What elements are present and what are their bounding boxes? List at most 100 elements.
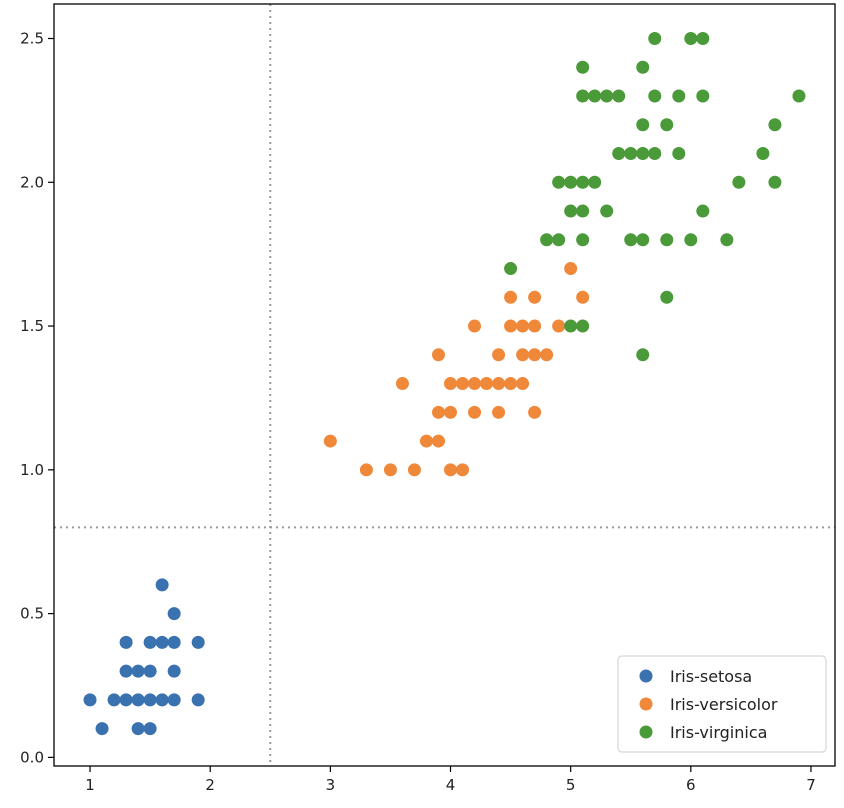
data-point <box>131 664 145 678</box>
data-point <box>492 348 506 362</box>
x-tick-label: 1 <box>85 776 95 794</box>
data-point <box>504 262 518 276</box>
legend-label: Iris-virginica <box>670 723 767 742</box>
plot-frame <box>53 3 836 767</box>
data-point <box>444 463 458 477</box>
legend-item-iris-versicolor[interactable]: Iris-versicolor <box>639 695 778 714</box>
x-tick-label: 6 <box>686 776 696 794</box>
legend[interactable]: Iris-setosa Iris-versicolor Iris-virginica <box>617 655 827 753</box>
data-point <box>648 89 662 103</box>
x-tick-label: 7 <box>806 776 816 794</box>
data-point <box>167 607 181 621</box>
legend-item-iris-virginica[interactable]: Iris-virginica <box>639 723 768 742</box>
data-point <box>468 377 482 391</box>
data-point <box>660 290 674 304</box>
data-point <box>431 434 445 448</box>
data-point <box>191 693 205 707</box>
legend-box <box>617 655 827 753</box>
data-point <box>612 147 626 161</box>
data-point <box>504 290 518 304</box>
data-point <box>612 89 626 103</box>
data-point <box>444 405 458 419</box>
data-point <box>756 147 770 161</box>
x-tick-label: 3 <box>326 776 336 794</box>
data-point <box>696 89 710 103</box>
data-point <box>83 693 97 707</box>
data-point <box>119 664 133 678</box>
data-point <box>576 319 590 333</box>
data-point <box>119 693 133 707</box>
data-point <box>672 147 686 161</box>
data-point <box>431 348 445 362</box>
data-point <box>143 722 157 736</box>
data-point <box>600 204 614 218</box>
data-point <box>648 147 662 161</box>
data-point <box>191 635 205 649</box>
data-point <box>107 693 121 707</box>
data-point <box>636 348 650 362</box>
data-point <box>576 290 590 304</box>
data-point <box>516 348 530 362</box>
legend-marker <box>639 725 653 739</box>
data-point <box>660 233 674 247</box>
data-point <box>516 319 530 333</box>
data-point <box>660 118 674 132</box>
legend-marker <box>639 697 653 711</box>
data-point <box>684 32 698 46</box>
data-point <box>155 693 169 707</box>
data-point <box>167 664 181 678</box>
data-point <box>564 204 578 218</box>
data-point <box>131 693 145 707</box>
data-point <box>143 635 157 649</box>
series-iris-versicolor <box>323 262 590 477</box>
data-point <box>624 233 638 247</box>
data-point <box>768 118 782 132</box>
data-point <box>636 118 650 132</box>
x-tick-label: 4 <box>446 776 456 794</box>
data-point <box>600 89 614 103</box>
data-point <box>323 434 337 448</box>
x-tick-label: 5 <box>566 776 576 794</box>
data-point <box>540 348 554 362</box>
data-point <box>564 262 578 276</box>
y-tick-label: 1.5 <box>20 317 44 335</box>
data-point <box>492 377 506 391</box>
legend-item-iris-setosa[interactable]: Iris-setosa <box>639 667 753 686</box>
y-tick-label: 1.0 <box>20 461 44 479</box>
data-point <box>636 60 650 74</box>
data-point <box>684 233 698 247</box>
data-point <box>383 463 397 477</box>
data-point <box>131 722 145 736</box>
data-point <box>456 377 470 391</box>
data-point <box>480 377 494 391</box>
data-point <box>516 377 530 391</box>
data-point <box>143 693 157 707</box>
y-tick-label: 2.5 <box>20 30 44 48</box>
reference-lines <box>54 4 835 766</box>
data-point <box>167 635 181 649</box>
data-point <box>576 204 590 218</box>
y-axis: 0.0 0.5 1.0 1.5 2.0 2.5 <box>20 30 54 766</box>
data-point <box>564 175 578 189</box>
legend-marker <box>639 669 653 683</box>
y-tick-label: 0.5 <box>20 605 44 623</box>
data-point <box>456 463 470 477</box>
data-point <box>552 319 566 333</box>
data-point <box>155 578 169 592</box>
data-point <box>155 635 169 649</box>
data-point <box>119 635 133 649</box>
data-point <box>564 319 578 333</box>
data-point <box>696 204 710 218</box>
data-point <box>732 175 746 189</box>
data-point <box>504 319 518 333</box>
data-point <box>576 89 590 103</box>
data-point <box>588 175 602 189</box>
data-point <box>576 60 590 74</box>
data-point <box>504 377 518 391</box>
legend-label: Iris-setosa <box>670 667 752 686</box>
data-point <box>359 463 373 477</box>
data-point <box>167 693 181 707</box>
data-point <box>395 377 409 391</box>
data-point <box>648 32 662 46</box>
